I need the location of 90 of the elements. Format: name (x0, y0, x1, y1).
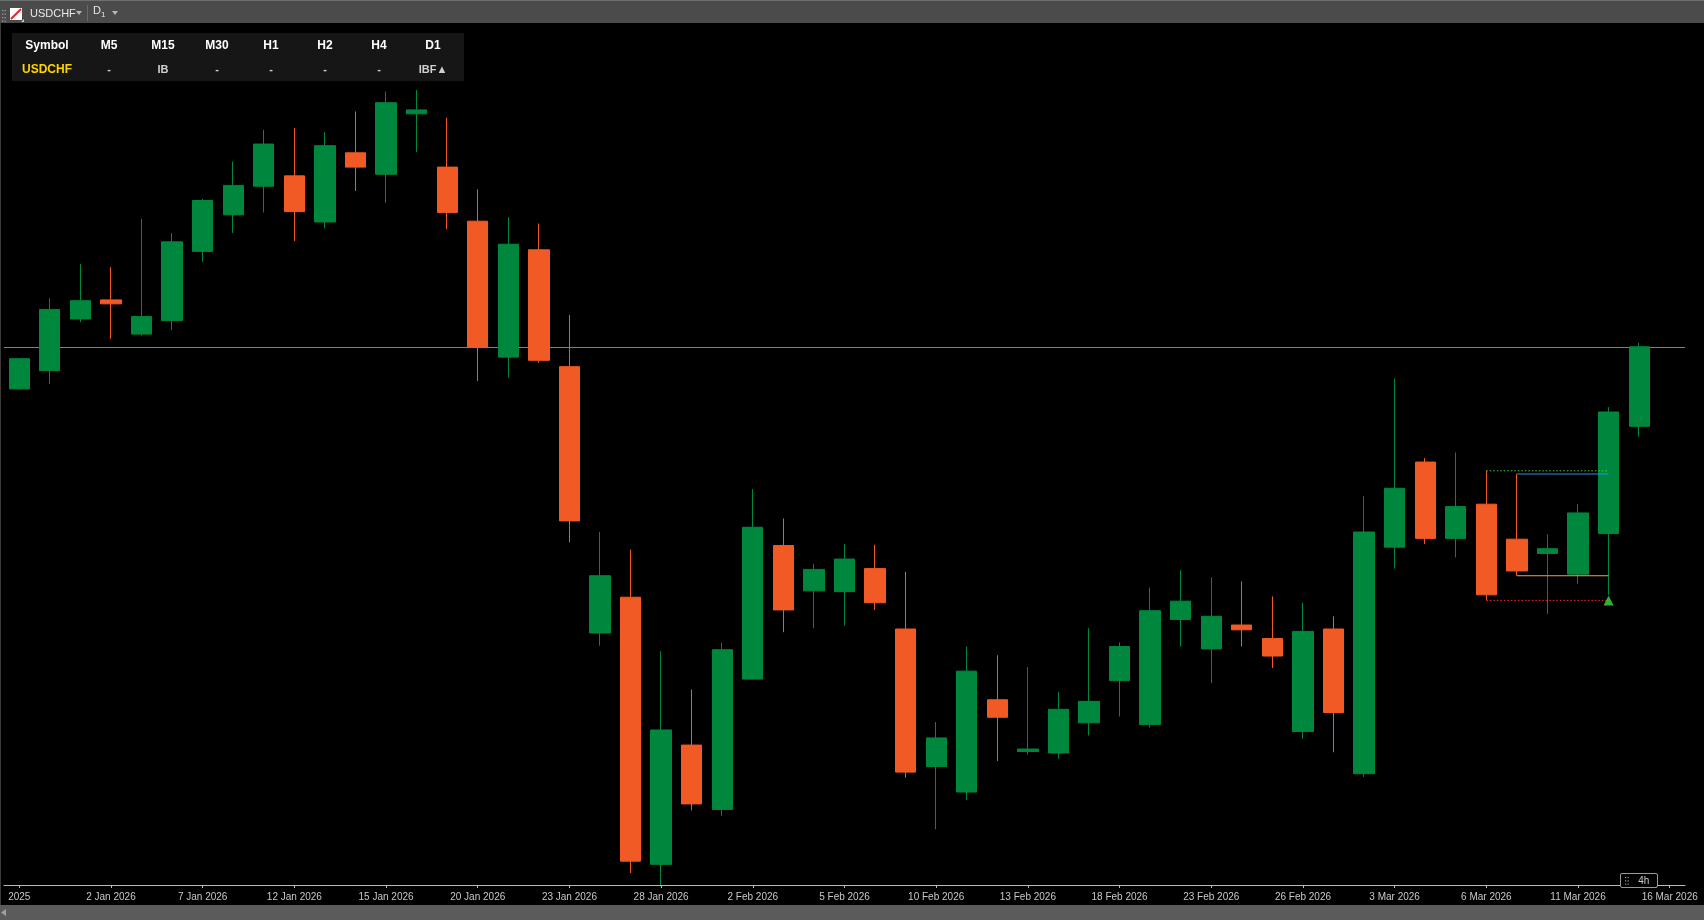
candlestick (1048, 691, 1069, 760)
x-tick-label: 2 Jan 2026 (86, 890, 137, 902)
candlestick (773, 518, 794, 633)
candlestick (223, 161, 244, 234)
text: Symbol (24, 37, 70, 54)
candlestick (742, 488, 763, 680)
candlestick (1506, 473, 1528, 577)
candlestick (406, 89, 427, 153)
x-tick-label: 6 Mar 2026 (1461, 890, 1513, 902)
text: IB (156, 62, 170, 77)
candlestick (712, 642, 733, 817)
text: USDCHF (21, 61, 73, 78)
candlestick (1231, 580, 1252, 647)
candlestick (895, 571, 916, 779)
candlestick (1323, 615, 1344, 753)
candlestick (498, 216, 519, 379)
candlestick (864, 544, 886, 611)
x-tick-label: 20 Jan 2026 (450, 890, 506, 902)
candlestick (620, 549, 641, 874)
x-tick-label: 12 Jan 2026 (266, 890, 323, 902)
label-box: 4h (1620, 873, 1659, 888)
candlestick (100, 266, 122, 340)
text: H4 (370, 37, 388, 54)
candlestick (1078, 627, 1100, 737)
candlestick (681, 688, 702, 811)
chart-title: USDCHF (30, 7, 76, 19)
candlestick (161, 232, 183, 331)
candlestick (1629, 342, 1650, 438)
text: IBF▲ (417, 62, 449, 77)
x-tick-label: 23 Feb 2026 (1183, 890, 1240, 902)
candlestick (70, 263, 91, 323)
candlestick (437, 117, 458, 230)
text: D1 (424, 37, 442, 54)
candlestick (1598, 406, 1619, 596)
text: M5 (99, 37, 119, 54)
text: - (106, 62, 112, 77)
candlestick (1567, 503, 1589, 585)
candlestick (375, 91, 397, 204)
candlestick (650, 650, 672, 886)
x-tick-label: 2025 (8, 890, 31, 902)
x-tick-label: 13 Feb 2026 (999, 890, 1057, 902)
x-tick-label: 10 Feb 2026 (908, 890, 965, 902)
text: - (376, 62, 382, 77)
candlestick (1353, 495, 1375, 778)
text: M30 (204, 37, 230, 54)
candlestick (9, 358, 30, 390)
candlestick (314, 131, 336, 229)
candlestick (1292, 602, 1314, 740)
candlestick (284, 127, 305, 242)
candlestick (345, 110, 366, 192)
x-tick-label: 28 Jan 2026 (633, 890, 690, 902)
candlestick (834, 543, 855, 627)
candlestick (1415, 457, 1436, 545)
candlestick (1170, 569, 1191, 647)
text: M15 (150, 37, 176, 54)
candlestick (1476, 470, 1497, 601)
text: - (268, 62, 274, 77)
x-tick-label: 16 Mar 2026 (1641, 890, 1699, 902)
x-tick-label: 26 Feb 2026 (1274, 890, 1332, 902)
text: - (214, 62, 220, 77)
candlestick (926, 721, 947, 830)
x-tick-label: 3 Mar 2026 (1369, 890, 1421, 902)
candlestick (956, 646, 977, 801)
candlestick (131, 218, 152, 337)
x-tick-label: 18 Feb 2026 (1091, 890, 1149, 902)
x-tick-label: 11 Mar 2026 (1550, 890, 1607, 902)
candlestick (1109, 642, 1130, 717)
candlestick (589, 531, 611, 647)
x-tick-label: 2 Feb 2026 (727, 890, 779, 902)
text: - (322, 62, 328, 77)
candlestick (39, 297, 60, 385)
candlestick (803, 563, 825, 629)
chart-subtitle: D$_{1}$ (93, 4, 106, 22)
candlestick (1262, 595, 1283, 669)
x-tick-label: 7 Jan 2026 (177, 890, 228, 902)
candlestick (1201, 576, 1222, 684)
candlestick (1445, 452, 1466, 558)
candlestick (1017, 666, 1039, 756)
candlestick (987, 654, 1008, 762)
x-tick-label: 15 Jan 2026 (358, 890, 414, 902)
candlestick (1139, 587, 1161, 729)
text: H1 (262, 37, 280, 54)
candlestick (1384, 378, 1405, 570)
text: H2 (316, 37, 334, 54)
x-tick-label: 23 Jan 2026 (541, 890, 598, 902)
annotation: 4h (1638, 874, 1650, 887)
x-tick-label: 5 Feb 2026 (819, 890, 871, 902)
candlestick (1537, 533, 1558, 615)
candlestick (253, 129, 274, 213)
candlestick (192, 198, 213, 263)
